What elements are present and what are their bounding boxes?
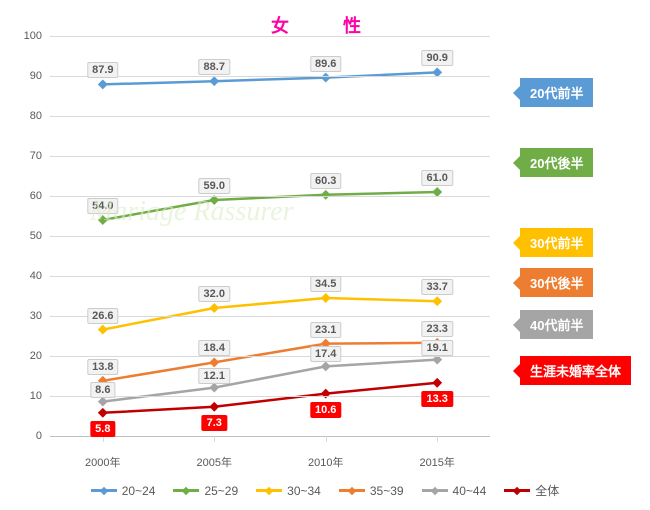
data-label-s35_39: 23.1 — [310, 322, 341, 338]
data-label-s30_34: 33.7 — [421, 279, 452, 295]
data-label-s20_24: 88.7 — [199, 59, 230, 75]
series-marker-s40_44 — [98, 397, 108, 407]
category-badge-s20_24: 20代前半 — [520, 78, 593, 107]
y-axis-label: 80 — [30, 110, 42, 122]
series-marker-total — [98, 408, 108, 418]
gridline — [50, 36, 490, 37]
series-line-s30_34 — [103, 298, 437, 330]
y-axis-label: 20 — [30, 350, 42, 362]
data-label-s25_29: 60.3 — [310, 173, 341, 189]
series-marker-s30_34 — [432, 296, 442, 306]
series-marker-s40_44 — [209, 383, 219, 393]
series-marker-s25_29 — [321, 190, 331, 200]
y-axis-label: 90 — [30, 70, 42, 82]
gridline — [50, 116, 490, 117]
data-label-s35_39: 18.4 — [199, 340, 230, 356]
plot-area: 01020304050607080901002000年2005年2010年201… — [50, 36, 490, 436]
y-axis-label: 0 — [36, 430, 42, 442]
chart-container: 女 性 01020304050607080901002000年2005年2010… — [0, 0, 650, 510]
category-badge-s25_29: 20代後半 — [520, 148, 593, 177]
data-label-s35_39: 13.8 — [87, 359, 118, 375]
gridline — [50, 196, 490, 197]
data-label-s40_44: 8.6 — [90, 382, 115, 398]
x-tick — [103, 436, 104, 442]
legend-item-s35_39: 35~39 — [339, 482, 404, 499]
series-line-s20_24 — [103, 72, 437, 84]
data-label-s20_24: 87.9 — [87, 62, 118, 78]
legend-label: 20~24 — [122, 484, 156, 498]
legend-label: 40~44 — [453, 484, 487, 498]
x-tick — [214, 436, 215, 442]
data-label-total: 13.3 — [421, 391, 452, 407]
data-label-s30_34: 26.6 — [87, 308, 118, 324]
legend-swatch — [256, 489, 282, 492]
gridline — [50, 156, 490, 157]
series-marker-s20_24 — [209, 76, 219, 86]
data-label-s20_24: 89.6 — [310, 56, 341, 72]
y-axis-label: 60 — [30, 190, 42, 202]
y-axis-label: 100 — [24, 30, 42, 42]
series-marker-s25_29 — [98, 215, 108, 225]
data-label-s40_44: 19.1 — [421, 340, 452, 356]
y-axis-label: 50 — [30, 230, 42, 242]
series-line-total — [103, 383, 437, 413]
legend-item-s30_34: 30~34 — [256, 482, 321, 499]
category-badge-s40_44: 40代前半 — [520, 310, 593, 339]
series-marker-s30_34 — [209, 303, 219, 313]
legend-item-total: 全体 — [504, 482, 559, 499]
data-label-s25_29: 61.0 — [421, 170, 452, 186]
legend: 20~24 25~29 30~34 35~39 40~44 全体 — [0, 482, 650, 499]
series-marker-total — [209, 402, 219, 412]
data-label-s40_44: 17.4 — [310, 346, 341, 362]
legend-swatch — [504, 489, 530, 492]
x-axis-label: 2015年 — [419, 454, 454, 470]
data-label-s35_39: 23.3 — [421, 321, 452, 337]
y-axis-label: 30 — [30, 310, 42, 322]
series-marker-s30_34 — [98, 325, 108, 335]
series-marker-total — [321, 389, 331, 399]
legend-label: 30~34 — [287, 484, 321, 498]
data-label-total: 10.6 — [310, 402, 341, 418]
series-marker-s40_44 — [321, 361, 331, 371]
data-label-s25_29: 54.0 — [87, 198, 118, 214]
data-label-s20_24: 90.9 — [421, 50, 452, 66]
data-label-total: 5.8 — [90, 421, 115, 437]
x-tick — [326, 436, 327, 442]
category-badge-s35_39: 30代後半 — [520, 268, 593, 297]
series-marker-s30_34 — [321, 293, 331, 303]
legend-swatch — [173, 489, 199, 492]
gridline — [50, 356, 490, 357]
data-label-total: 7.3 — [202, 415, 227, 431]
series-marker-s20_24 — [321, 73, 331, 83]
legend-item-s40_44: 40~44 — [422, 482, 487, 499]
y-axis-label: 10 — [30, 390, 42, 402]
category-badge-total: 生涯未婚率全体 — [520, 356, 631, 385]
legend-swatch — [339, 489, 365, 492]
series-marker-s35_39 — [209, 357, 219, 367]
x-axis-label: 2000年 — [85, 454, 120, 470]
x-axis-label: 2005年 — [197, 454, 232, 470]
gridline — [50, 236, 490, 237]
data-label-s25_29: 59.0 — [199, 178, 230, 194]
legend-swatch — [91, 489, 117, 492]
x-tick — [437, 436, 438, 442]
legend-label: 35~39 — [370, 484, 404, 498]
data-label-s30_34: 32.0 — [199, 286, 230, 302]
gridline — [50, 436, 490, 437]
series-marker-s20_24 — [98, 79, 108, 89]
legend-item-s20_24: 20~24 — [91, 482, 156, 499]
data-label-s30_34: 34.5 — [310, 276, 341, 292]
data-label-s40_44: 12.1 — [199, 368, 230, 384]
x-axis-label: 2010年 — [308, 454, 343, 470]
legend-item-s25_29: 25~29 — [173, 482, 238, 499]
legend-label: 25~29 — [204, 484, 238, 498]
gridline — [50, 276, 490, 277]
legend-swatch — [422, 489, 448, 492]
legend-label: 全体 — [535, 482, 559, 499]
category-badge-s30_34: 30代前半 — [520, 228, 593, 257]
series-marker-total — [432, 378, 442, 388]
y-axis-label: 70 — [30, 150, 42, 162]
y-axis-label: 40 — [30, 270, 42, 282]
